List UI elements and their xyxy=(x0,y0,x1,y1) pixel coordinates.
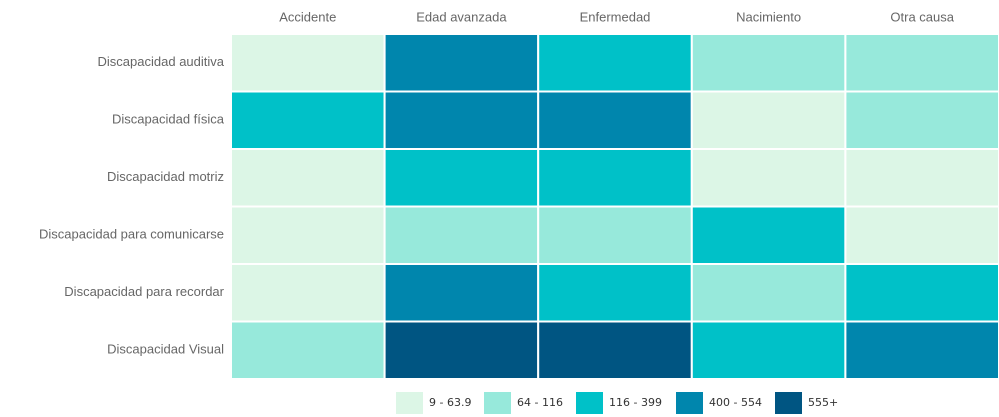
heatmap-cell xyxy=(383,263,540,323)
row-label: Discapacidad auditiva xyxy=(98,54,225,69)
heatmap-cell xyxy=(690,33,847,93)
heatmap-cell xyxy=(844,263,999,323)
row-label: Discapacidad para recordar xyxy=(64,284,224,299)
legend-label: 555+ xyxy=(808,396,838,409)
heatmap-cell xyxy=(230,320,386,380)
heatmap-cell xyxy=(844,205,999,265)
heatmap-cell xyxy=(537,33,693,93)
heatmap-cell xyxy=(230,148,386,208)
legend-swatch xyxy=(775,392,802,414)
legend-label: 9 - 63.9 xyxy=(429,396,471,409)
heatmap-cell xyxy=(383,33,540,93)
heatmap-cell xyxy=(383,148,540,208)
legend-swatch xyxy=(396,392,423,414)
heatmap-cell xyxy=(844,320,999,380)
heatmap-cell xyxy=(844,148,999,208)
heatmap-cell xyxy=(690,263,847,323)
legend-label: 400 - 554 xyxy=(709,396,762,409)
column-label: Otra causa xyxy=(890,9,954,24)
row-label: Discapacidad Visual xyxy=(107,342,224,357)
legend-label: 64 - 116 xyxy=(517,396,563,409)
heatmap-cell xyxy=(537,320,693,380)
heatmap-cell xyxy=(690,148,847,208)
column-label: Edad avanzada xyxy=(416,9,507,24)
heatmap-cell xyxy=(537,90,693,150)
heatmap-cell xyxy=(230,90,386,150)
column-label: Enfermedad xyxy=(580,9,651,24)
legend-swatch xyxy=(676,392,703,414)
row-label: Discapacidad para comunicarse xyxy=(39,227,224,242)
heatmap-cell xyxy=(690,90,847,150)
heatmap-cell xyxy=(690,320,847,380)
legend-swatch xyxy=(484,392,511,414)
heatmap-cell xyxy=(383,205,540,265)
heatmap-cell xyxy=(537,148,693,208)
column-label: Accidente xyxy=(279,9,336,24)
heatmap-cell xyxy=(537,205,693,265)
heatmap-cell xyxy=(537,263,693,323)
legend-label: 116 - 399 xyxy=(609,396,662,409)
heatmap-cell xyxy=(230,205,386,265)
legend-swatch xyxy=(576,392,603,414)
heatmap-cell xyxy=(230,33,386,93)
heatmap-cell xyxy=(844,33,999,93)
heatmap-cell xyxy=(844,90,999,150)
column-label: Nacimiento xyxy=(736,9,801,24)
heatmap-cell xyxy=(230,263,386,323)
row-label: Discapacidad motriz xyxy=(107,169,224,184)
row-label: Discapacidad física xyxy=(112,112,225,127)
heatmap-cell xyxy=(690,205,847,265)
heatmap-cell xyxy=(383,320,540,380)
heatmap-cell xyxy=(383,90,540,150)
